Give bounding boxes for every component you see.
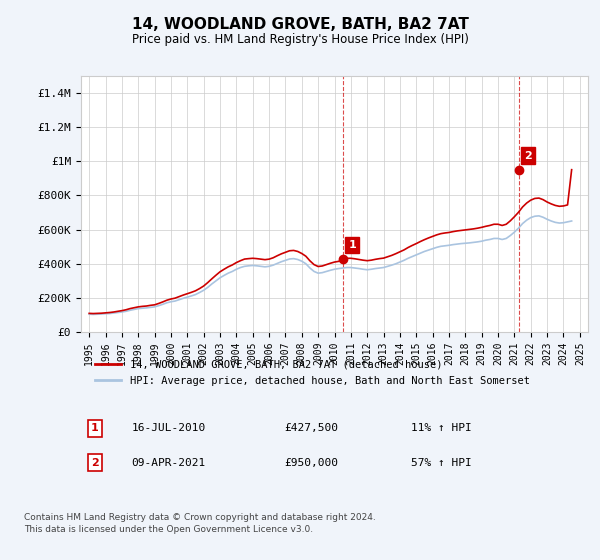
Text: 09-APR-2021: 09-APR-2021 — [132, 458, 206, 468]
Text: Price paid vs. HM Land Registry's House Price Index (HPI): Price paid vs. HM Land Registry's House … — [131, 32, 469, 46]
Text: £427,500: £427,500 — [284, 423, 338, 433]
Text: 57% ↑ HPI: 57% ↑ HPI — [410, 458, 472, 468]
Text: £950,000: £950,000 — [284, 458, 338, 468]
Text: 1: 1 — [91, 423, 99, 433]
Text: 14, WOODLAND GROVE, BATH, BA2 7AT: 14, WOODLAND GROVE, BATH, BA2 7AT — [131, 17, 469, 31]
Text: 16-JUL-2010: 16-JUL-2010 — [132, 423, 206, 433]
Text: 2: 2 — [524, 151, 532, 161]
Text: 1: 1 — [348, 240, 356, 250]
Text: 2: 2 — [91, 458, 99, 468]
Text: Contains HM Land Registry data © Crown copyright and database right 2024.: Contains HM Land Registry data © Crown c… — [24, 514, 376, 522]
Legend: 14, WOODLAND GROVE, BATH, BA2 7AT (detached house), HPI: Average price, detached: 14, WOODLAND GROVE, BATH, BA2 7AT (detac… — [91, 356, 534, 390]
Text: This data is licensed under the Open Government Licence v3.0.: This data is licensed under the Open Gov… — [24, 525, 313, 534]
Text: 11% ↑ HPI: 11% ↑ HPI — [410, 423, 472, 433]
